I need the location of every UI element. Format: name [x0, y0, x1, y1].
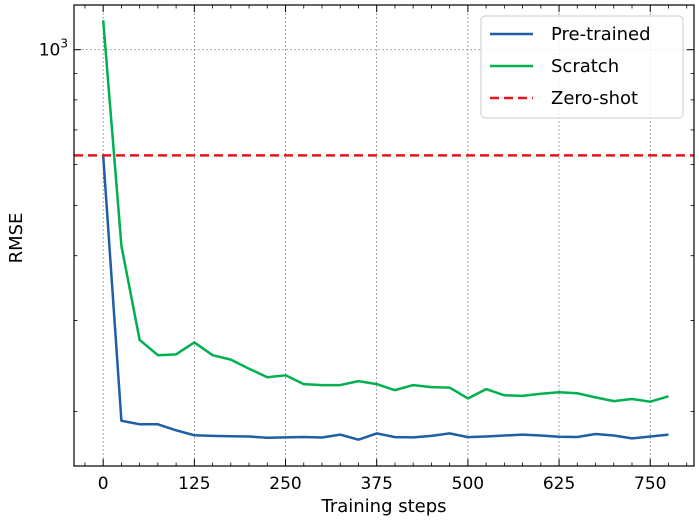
- x-tick-label: 0: [98, 474, 109, 494]
- axis-tick-labels: 0 125 250 375 500 625 750 103: [39, 37, 667, 494]
- legend-label-scratch: Scratch: [551, 56, 619, 77]
- legend: Pre-trained Scratch Zero-shot: [480, 15, 684, 119]
- y-tick-label: 103: [39, 37, 68, 61]
- x-tick-label: 750: [634, 474, 666, 494]
- y-axis-label: RMSE: [6, 213, 27, 264]
- x-tick-label: 500: [452, 474, 484, 494]
- legend-label-zero-shot: Zero-shot: [551, 88, 638, 109]
- legend-box: [480, 15, 684, 119]
- x-tick-label: 250: [269, 474, 301, 494]
- plot-frame: [73, 4, 695, 467]
- plot-lines: [74, 20, 694, 441]
- x-tick-label: 625: [543, 474, 575, 494]
- x-tick-label: 375: [360, 474, 392, 494]
- series-line-pre-trained: [101, 155, 669, 441]
- legend-label-pre-trained: Pre-trained: [551, 24, 651, 45]
- axis-ticks: [74, 5, 694, 466]
- x-tick-label: 125: [178, 474, 210, 494]
- series-line-scratch: [101, 20, 669, 403]
- x-axis-label: Training steps: [320, 496, 446, 517]
